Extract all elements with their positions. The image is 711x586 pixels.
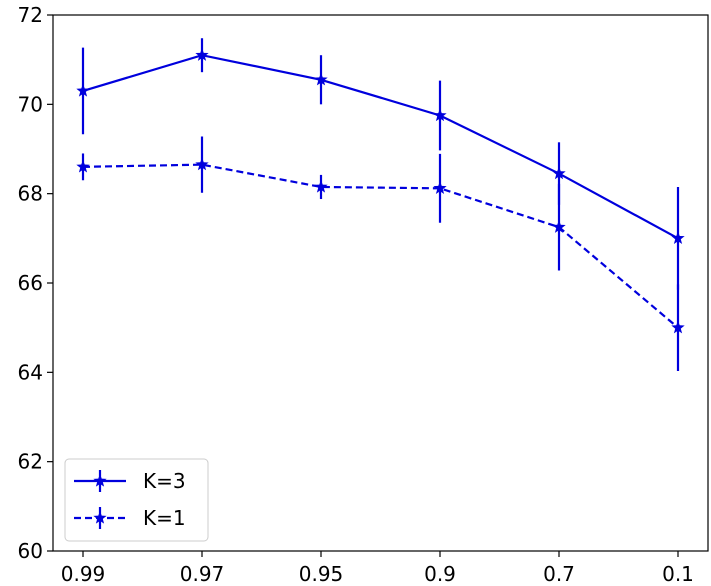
data-point-marker xyxy=(314,72,328,86)
series-line xyxy=(82,163,679,329)
legend-marker xyxy=(93,511,107,524)
legend-box xyxy=(64,458,209,542)
y-tick-label: 64 xyxy=(18,360,43,384)
x-tick-label: 0.97 xyxy=(180,562,225,586)
y-tick-label: 62 xyxy=(18,450,43,474)
data-point-marker xyxy=(433,181,447,194)
x-tick-label: 0.1 xyxy=(662,562,694,586)
data-point-marker xyxy=(195,48,209,61)
data-point-marker xyxy=(195,157,209,171)
series-K=1 xyxy=(76,136,685,371)
legend-marker xyxy=(93,474,107,487)
series-layer xyxy=(76,38,685,371)
data-point-marker xyxy=(433,108,447,122)
data-point-marker xyxy=(671,320,685,334)
y-tick-label: 66 xyxy=(18,271,43,295)
y-tick-label: 72 xyxy=(18,3,43,27)
series-line xyxy=(82,54,679,240)
data-point-marker xyxy=(552,220,566,233)
x-tick-label: 0.9 xyxy=(424,562,456,586)
x-tick-label: 0.95 xyxy=(299,562,344,586)
x-tick-label: 0.99 xyxy=(61,562,106,586)
data-point-marker xyxy=(76,83,90,97)
legend: K=3 K=1 xyxy=(64,458,209,542)
x-tick-label: 0.7 xyxy=(543,562,575,586)
y-tick-label: 68 xyxy=(18,182,43,206)
data-point-marker xyxy=(671,231,685,244)
data-point-marker xyxy=(552,166,566,180)
axis-layer: 60 62 64 66 68 70 72 0.99 0.97 0.95 0.9 0.7 0.1 xyxy=(18,3,694,586)
y-tick-label: 60 xyxy=(18,539,43,563)
y-tick-label: 70 xyxy=(18,92,43,116)
legend-label: K=1 xyxy=(143,506,186,530)
data-point-marker xyxy=(314,179,328,193)
series-K=3 xyxy=(76,38,685,290)
legend-label: K=3 xyxy=(143,469,186,493)
data-point-marker xyxy=(76,159,90,173)
